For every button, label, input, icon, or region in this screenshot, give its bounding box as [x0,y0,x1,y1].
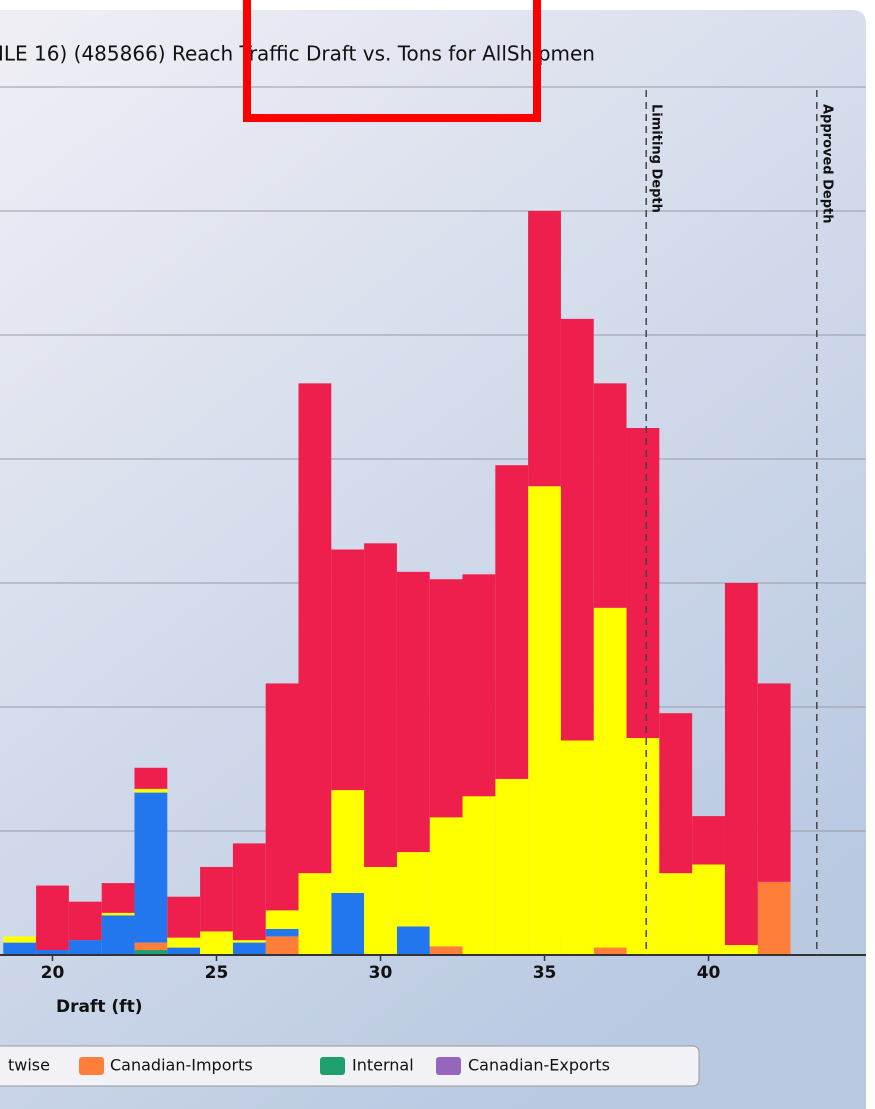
legend-swatch [320,1057,345,1075]
bar-segment [265,683,299,911]
legend-box [0,1045,700,1087]
bar-segment [167,896,201,938]
bar-segment [68,940,102,955]
chart-title: ILE 16) (485866) Reach Traffic Draft vs.… [0,42,595,66]
highlight-box [243,0,541,122]
legend: Internal Canadian-Imports twise Canadian-Ex… [8,1056,610,1075]
legend-swatch [79,1057,104,1075]
bar-segment [101,912,135,916]
bar-segment [429,817,463,947]
bar-segment [364,866,397,955]
bar-segment [560,318,594,741]
bar-segment [167,937,201,948]
bar-segment [3,942,37,955]
bar-segment [298,383,332,874]
bar-segment [232,942,266,955]
bar-segment [462,796,496,955]
x-tick-label: 35 [533,963,557,983]
x-axis-label: Draft (ft) [56,997,142,1017]
x-tick-label: 20 [41,963,65,983]
bar-segment [134,792,168,943]
reference-label: Limiting Depth [649,104,664,213]
bar-segment [3,936,37,943]
bar-segment [396,852,430,927]
bar-segment [200,931,233,955]
bar-segment [659,873,693,955]
bar-segment [724,945,758,955]
bar-segment [134,950,168,955]
bar-segment [560,740,594,955]
legend-label: Canadian-Imports [110,1056,253,1075]
x-tick-label: 25 [205,963,229,983]
bar-segment [134,942,168,951]
bar-segment [364,543,397,867]
legend-label: twise [8,1056,50,1075]
plot-area: 20 25 30 35 40 Limiting Depth Approved Depth [0,86,866,983]
bar-segment [36,950,69,955]
bar-segment [200,866,233,932]
bar-segment [396,571,430,853]
bar-segment [757,881,791,955]
x-tick-label: 40 [697,963,721,983]
bar-segment [298,873,332,955]
bar-segment [331,893,365,955]
bar-segment [134,788,168,793]
bar-segment [692,864,725,955]
bar-segment [134,767,168,789]
bar-segment [659,713,693,874]
reference-label: Approved Depth [819,104,834,224]
bar-segment [724,583,758,946]
bar-segment [528,211,561,487]
bar-segment [593,383,627,608]
legend-label: Canadian-Exports [468,1056,610,1075]
bar-segment [36,885,69,951]
bar-segment [167,947,201,955]
x-tick-label: 30 [369,963,393,983]
bar-segment [331,549,365,791]
bar-segment [68,901,102,941]
bar-segment [593,947,627,955]
bar-segment [528,486,561,955]
legend-swatch [436,1057,461,1075]
bar-segment [265,936,299,955]
bar-segment [429,946,463,955]
bar-segment [495,465,529,779]
bar-segment [101,883,135,913]
bar-segment [626,738,660,955]
bar-segment [232,940,266,943]
bar-segment [692,816,725,865]
bar-segment [626,428,660,738]
bar-segment [101,915,135,955]
bar-segment [495,778,529,955]
bar-segment [429,579,463,818]
legend-label: Internal [352,1056,414,1075]
bar-segment [757,683,791,882]
bar-segment [232,843,266,941]
bar-segment [396,926,430,955]
bar-segment [265,928,299,937]
bar-segment [331,790,365,893]
bar-segment [593,607,627,948]
bar-segment [265,910,299,929]
bar-segment [462,574,496,797]
